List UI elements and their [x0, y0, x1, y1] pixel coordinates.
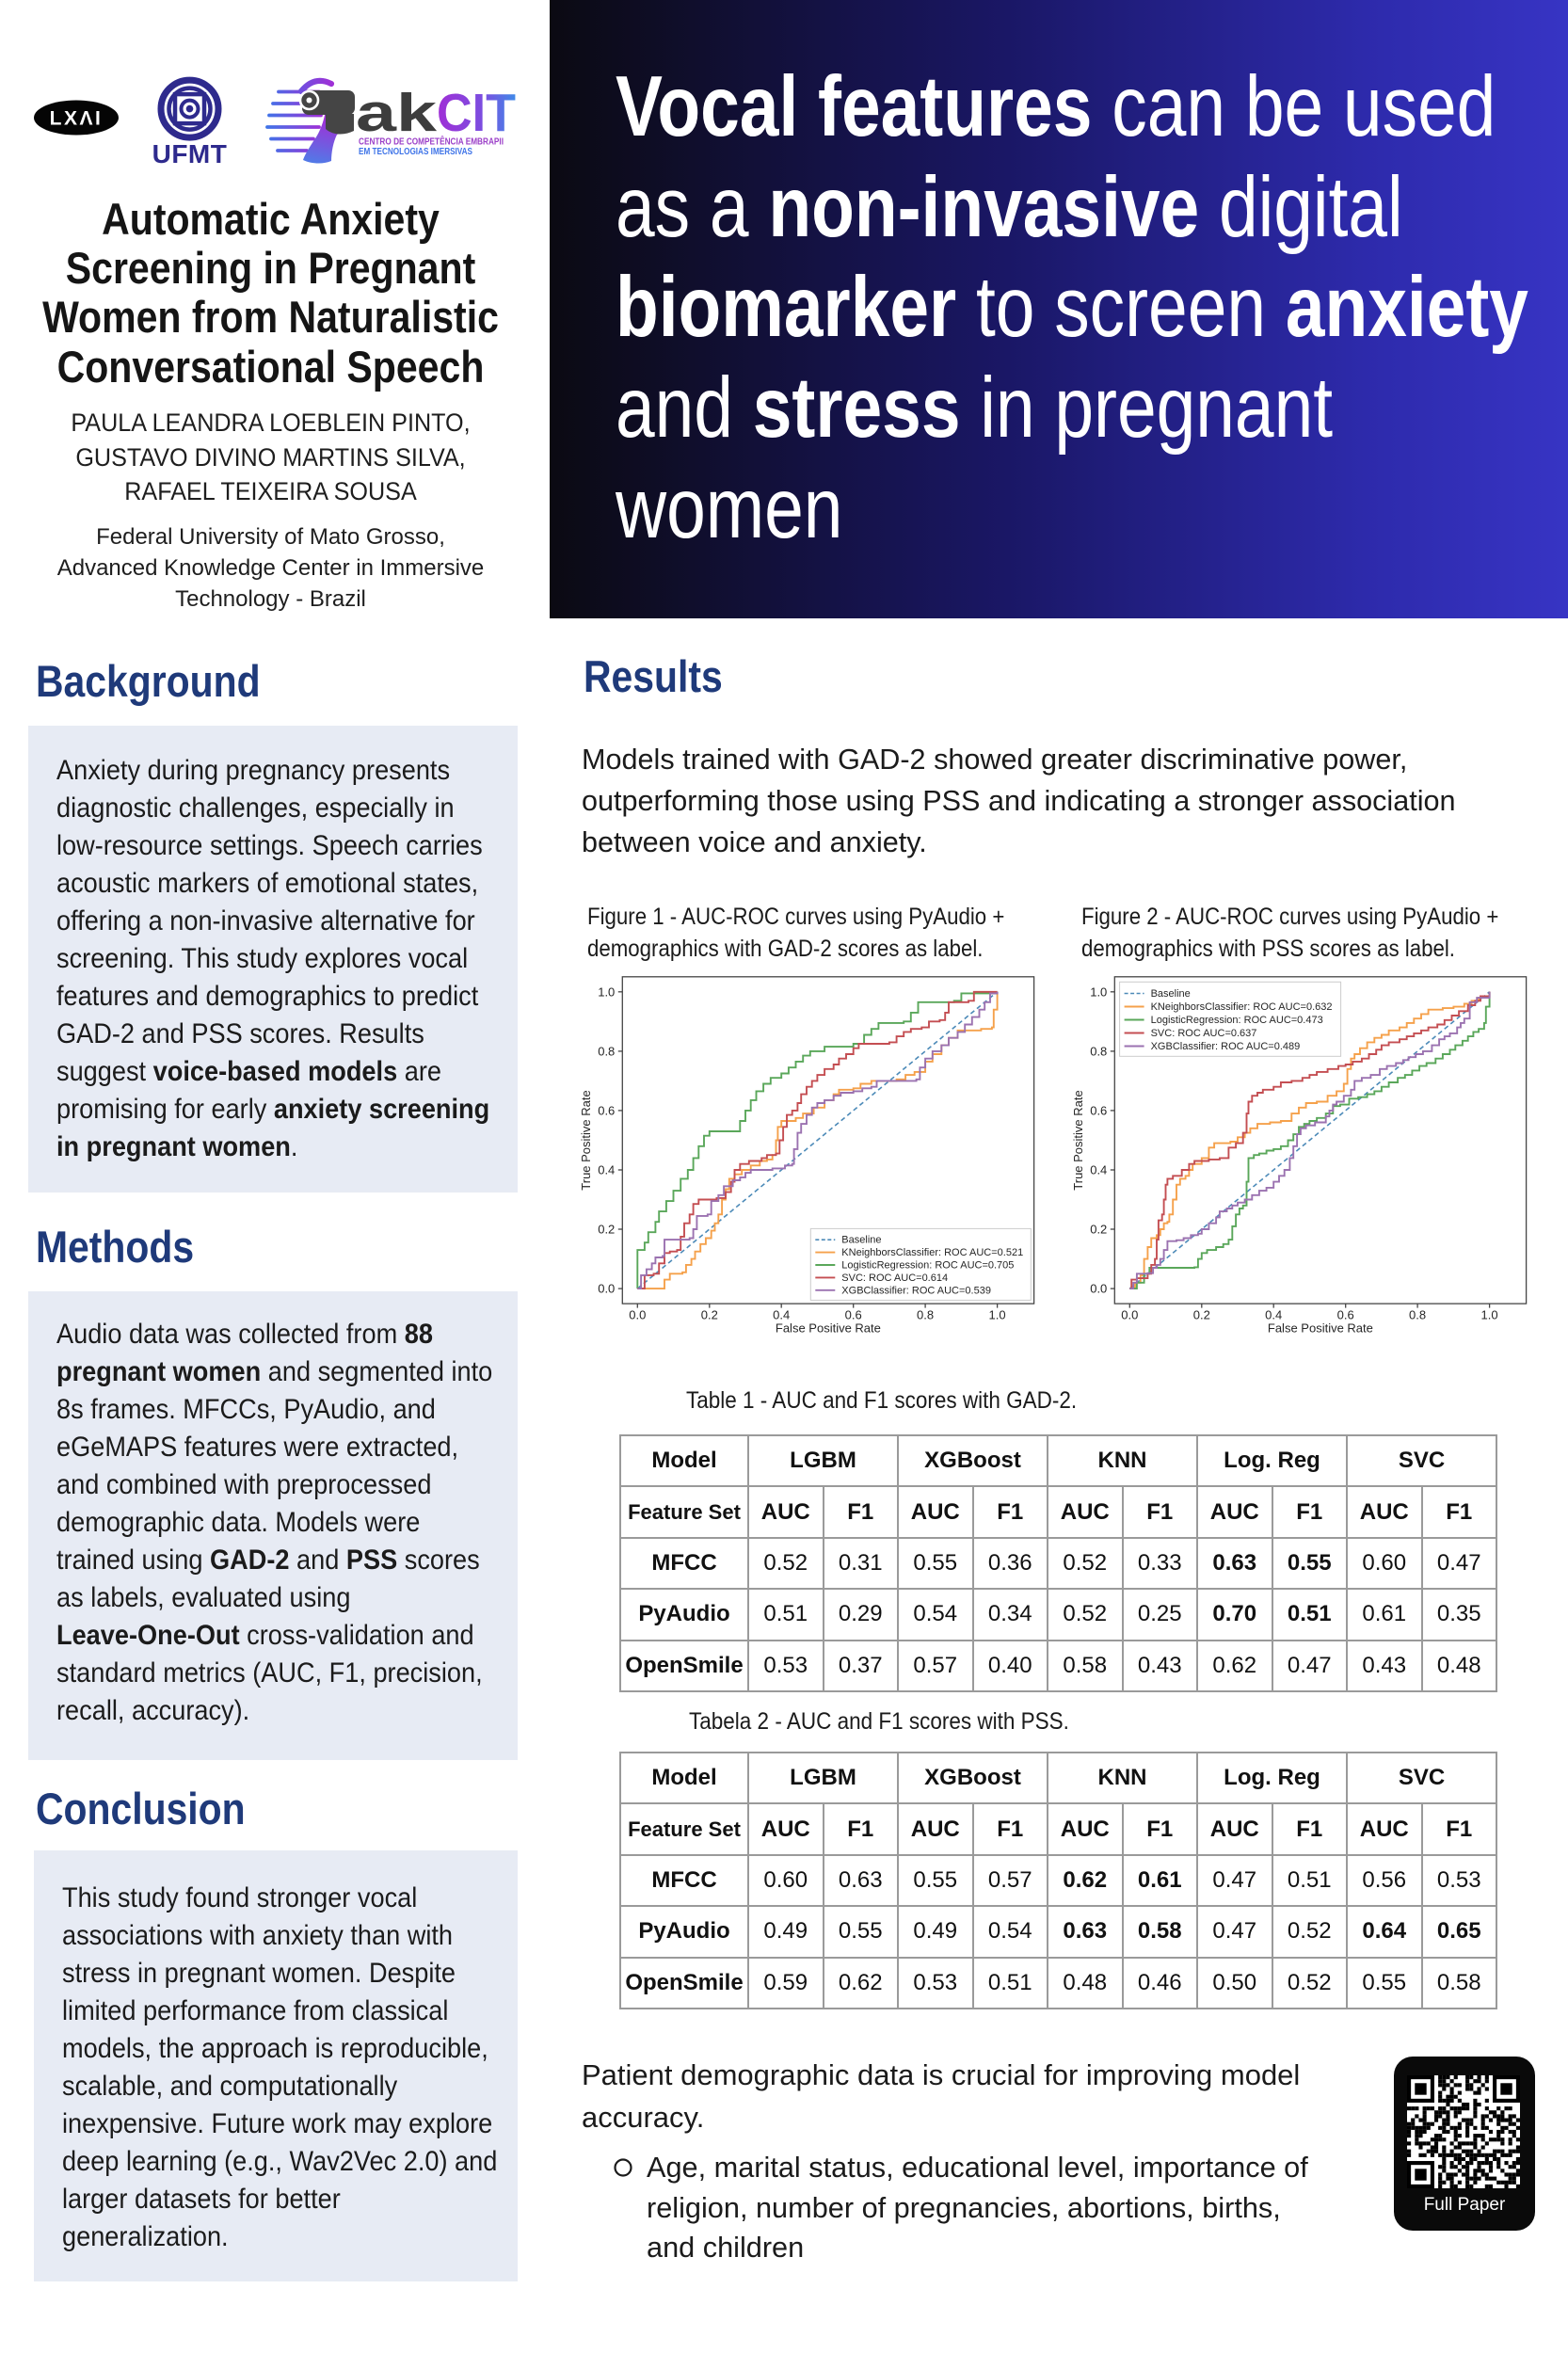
svg-text:CENTRO DE COMPETÊNCIA EMBRAPII: CENTRO DE COMPETÊNCIA EMBRAPII [359, 136, 504, 148]
svg-text:CIT: CIT [437, 83, 516, 143]
svg-text:XGBClassifier: ROC AUC=0.539: XGBClassifier: ROC AUC=0.539 [841, 1285, 991, 1296]
svg-text:0.8: 0.8 [1409, 1308, 1426, 1322]
svg-text:0.2: 0.2 [1090, 1223, 1107, 1237]
svg-text:Baseline: Baseline [1151, 988, 1191, 1000]
svg-text:KNeighborsClassifier: ROC AUC=: KNeighborsClassifier: ROC AUC=0.521 [841, 1247, 1023, 1258]
svg-text:0.8: 0.8 [1090, 1044, 1107, 1058]
svg-text:0.0: 0.0 [1121, 1308, 1138, 1322]
svg-text:XGBClassifier: ROC AUC=0.489: XGBClassifier: ROC AUC=0.489 [1151, 1041, 1301, 1052]
svg-text:0.2: 0.2 [1193, 1308, 1210, 1322]
svg-text:0.6: 0.6 [598, 1103, 615, 1117]
svg-text:LogisticRegression: ROC AUC=0.: LogisticRegression: ROC AUC=0.705 [841, 1260, 1014, 1272]
svg-text:0.2: 0.2 [598, 1223, 615, 1237]
svg-text:1.0: 1.0 [1090, 984, 1107, 999]
svg-text:False Positive Rate: False Positive Rate [1268, 1321, 1373, 1336]
svg-text:1.0: 1.0 [1481, 1308, 1498, 1322]
svg-text:LogisticRegression: ROC AUC=0.: LogisticRegression: ROC AUC=0.473 [1151, 1015, 1323, 1026]
svg-text:1.0: 1.0 [989, 1308, 1006, 1322]
svg-text:0.2: 0.2 [701, 1308, 718, 1322]
svg-text:True Positive Rate: True Positive Rate [1071, 1090, 1085, 1190]
svg-text:EM TECNOLOGIAS IMERSIVAS: EM TECNOLOGIAS IMERSIVAS [359, 146, 472, 157]
svg-text:Baseline: Baseline [841, 1235, 881, 1246]
svg-text:0.4: 0.4 [773, 1308, 790, 1322]
svg-text:SVC: ROC AUC=0.614: SVC: ROC AUC=0.614 [841, 1273, 948, 1284]
svg-text:0.6: 0.6 [845, 1308, 862, 1322]
svg-text:0.4: 0.4 [598, 1163, 615, 1177]
svg-text:LXΛI: LXΛI [50, 108, 104, 130]
svg-text:0.0: 0.0 [1090, 1282, 1107, 1296]
svg-text:0.0: 0.0 [629, 1308, 646, 1322]
svg-text:SVC: ROC AUC=0.637: SVC: ROC AUC=0.637 [1151, 1028, 1257, 1039]
svg-text:0.6: 0.6 [1337, 1308, 1354, 1322]
svg-text:True Positive Rate: True Positive Rate [579, 1090, 593, 1190]
svg-text:False Positive Rate: False Positive Rate [776, 1321, 881, 1336]
svg-text:0.8: 0.8 [598, 1044, 615, 1058]
svg-text:0.4: 0.4 [1265, 1308, 1282, 1322]
svg-text:0.6: 0.6 [1090, 1103, 1107, 1117]
svg-text:UFMT: UFMT [152, 139, 228, 168]
svg-text:0.4: 0.4 [1090, 1163, 1107, 1177]
svg-text:KNeighborsClassifier: ROC AUC=: KNeighborsClassifier: ROC AUC=0.632 [1151, 1001, 1333, 1013]
svg-text:0.0: 0.0 [598, 1282, 615, 1296]
svg-text:ak: ak [356, 83, 437, 143]
svg-text:0.8: 0.8 [917, 1308, 934, 1322]
svg-text:1.0: 1.0 [598, 984, 615, 999]
